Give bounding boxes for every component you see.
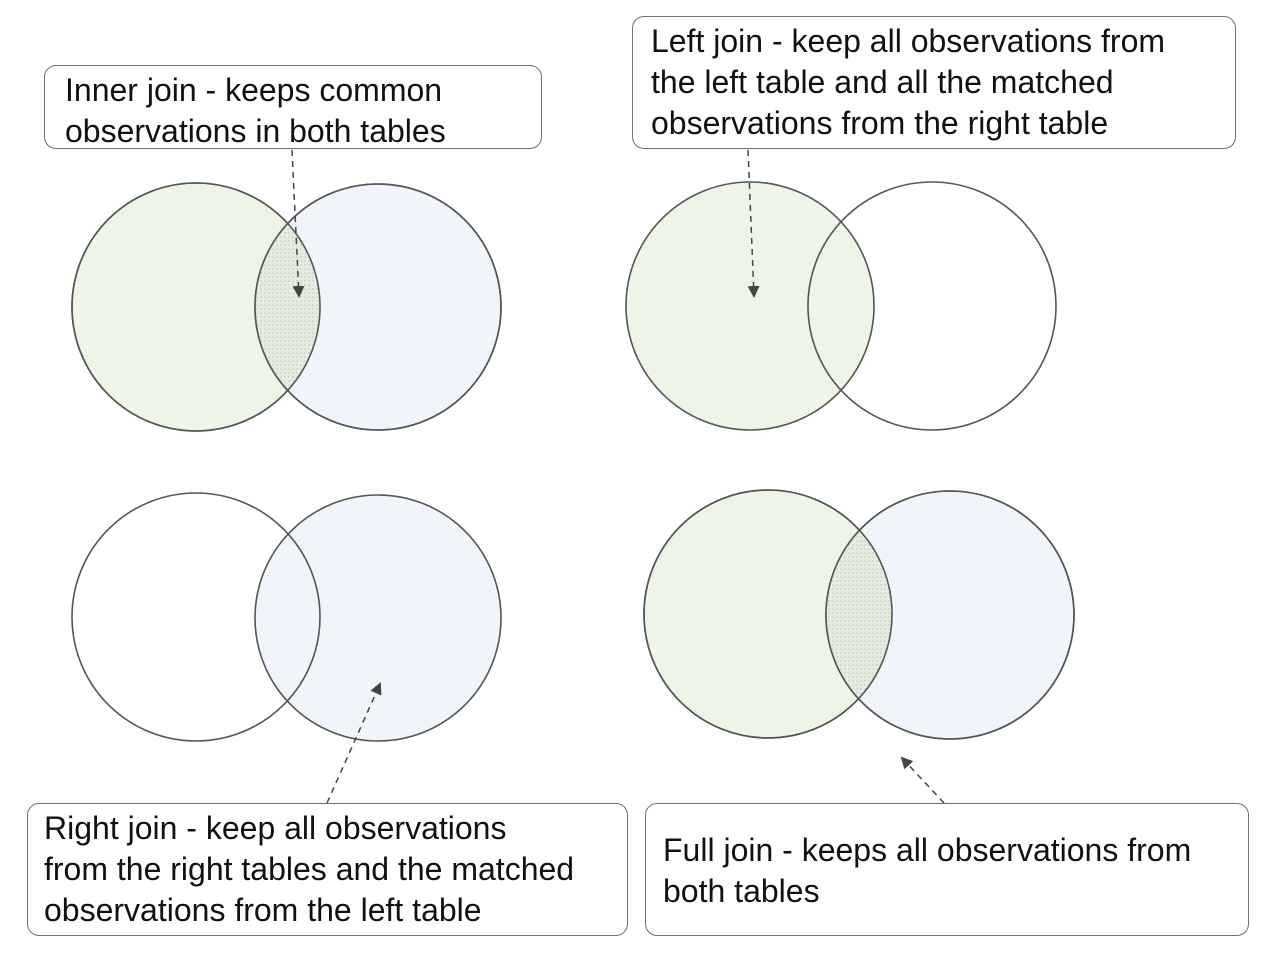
full-join-callout: Full join - keeps all observations from …	[645, 803, 1249, 936]
left-join-line-2: the left table and all the matched	[651, 64, 1114, 100]
right-join-line-1: Right join - keep all observations	[44, 810, 507, 846]
venn-full-join	[643, 489, 1075, 740]
left-join-line-3: observations from the right table	[651, 105, 1109, 141]
left-join-arrow	[747, 149, 760, 298]
left-join-left-circle	[625, 181, 875, 431]
left-join-line-1: Left join - keep all observations from	[651, 23, 1166, 59]
right-join-line-2: from the right tables and the matched	[44, 851, 575, 887]
right-join-left-circle	[71, 492, 321, 742]
full-join-line-1: Full join - keeps all observations from	[663, 832, 1192, 868]
inner-join-line-2: observations in both tables	[65, 113, 446, 149]
venn-right-join	[71, 492, 502, 742]
full-join-arrow	[900, 756, 945, 804]
inner-join-arrow	[291, 149, 305, 298]
left-join-callout: Left join - keep all observations from t…	[632, 16, 1236, 149]
venn-inner-join	[71, 182, 502, 432]
right-join-callout: Right join - keep all observations from …	[27, 803, 628, 936]
inner-join-line-1: Inner join - keeps common	[65, 72, 443, 108]
right-join-right-circle	[254, 494, 502, 742]
venn-left-join	[625, 181, 1057, 431]
full-join-line-2: both tables	[663, 873, 820, 909]
left-join-right-circle	[807, 181, 1057, 431]
right-join-line-3: observations from the left table	[44, 892, 482, 928]
inner-join-callout: Inner join - keeps common observations i…	[44, 65, 542, 149]
